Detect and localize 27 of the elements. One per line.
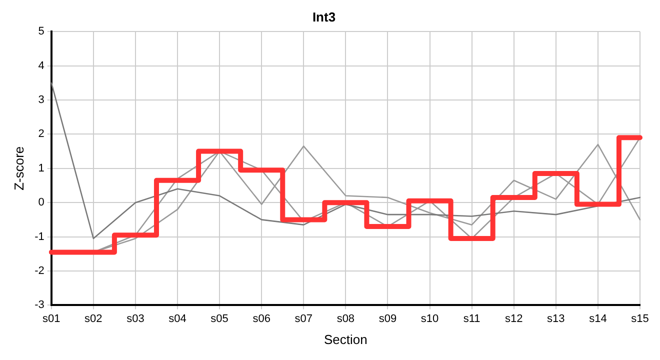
x-tick-label: s04 <box>168 312 186 325</box>
x-tick-label: s07 <box>294 312 313 325</box>
x-axis-title: Section <box>324 332 368 347</box>
y-tick-label: 0 <box>38 196 44 209</box>
y-tick-label: -1 <box>34 230 44 243</box>
x-tick-label: s11 <box>463 312 480 325</box>
y-tick-label: -2 <box>34 265 44 278</box>
x-tick-label: s06 <box>252 312 270 325</box>
y-tick-label: 1 <box>38 162 44 174</box>
x-tick-label: s12 <box>504 312 523 325</box>
y-tick-label: 2 <box>38 128 44 140</box>
x-tick-label: s03 <box>126 312 144 325</box>
y-tick-label: 4 <box>38 60 44 72</box>
x-tick-label: s05 <box>210 312 228 325</box>
y-tick-label: 3 <box>38 94 44 106</box>
x-tick-label: s14 <box>589 312 607 325</box>
x-tick-label: s13 <box>547 312 565 325</box>
y-tick-label: -3 <box>34 299 44 312</box>
x-tick-label: s09 <box>378 312 397 325</box>
chart-title: Int3 <box>312 9 336 24</box>
x-tick-label: s15 <box>631 312 649 325</box>
x-tick-label: s01 <box>42 312 60 325</box>
y-tick-label: 5 <box>38 26 44 38</box>
x-tick-label: s10 <box>420 312 439 325</box>
x-tick-label: s02 <box>84 312 102 325</box>
x-tick-label: s08 <box>336 312 355 325</box>
y-axis-title: Z-score <box>11 146 26 190</box>
